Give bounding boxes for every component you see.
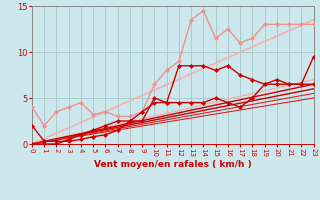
X-axis label: Vent moyen/en rafales ( km/h ): Vent moyen/en rafales ( km/h ) <box>94 160 252 169</box>
